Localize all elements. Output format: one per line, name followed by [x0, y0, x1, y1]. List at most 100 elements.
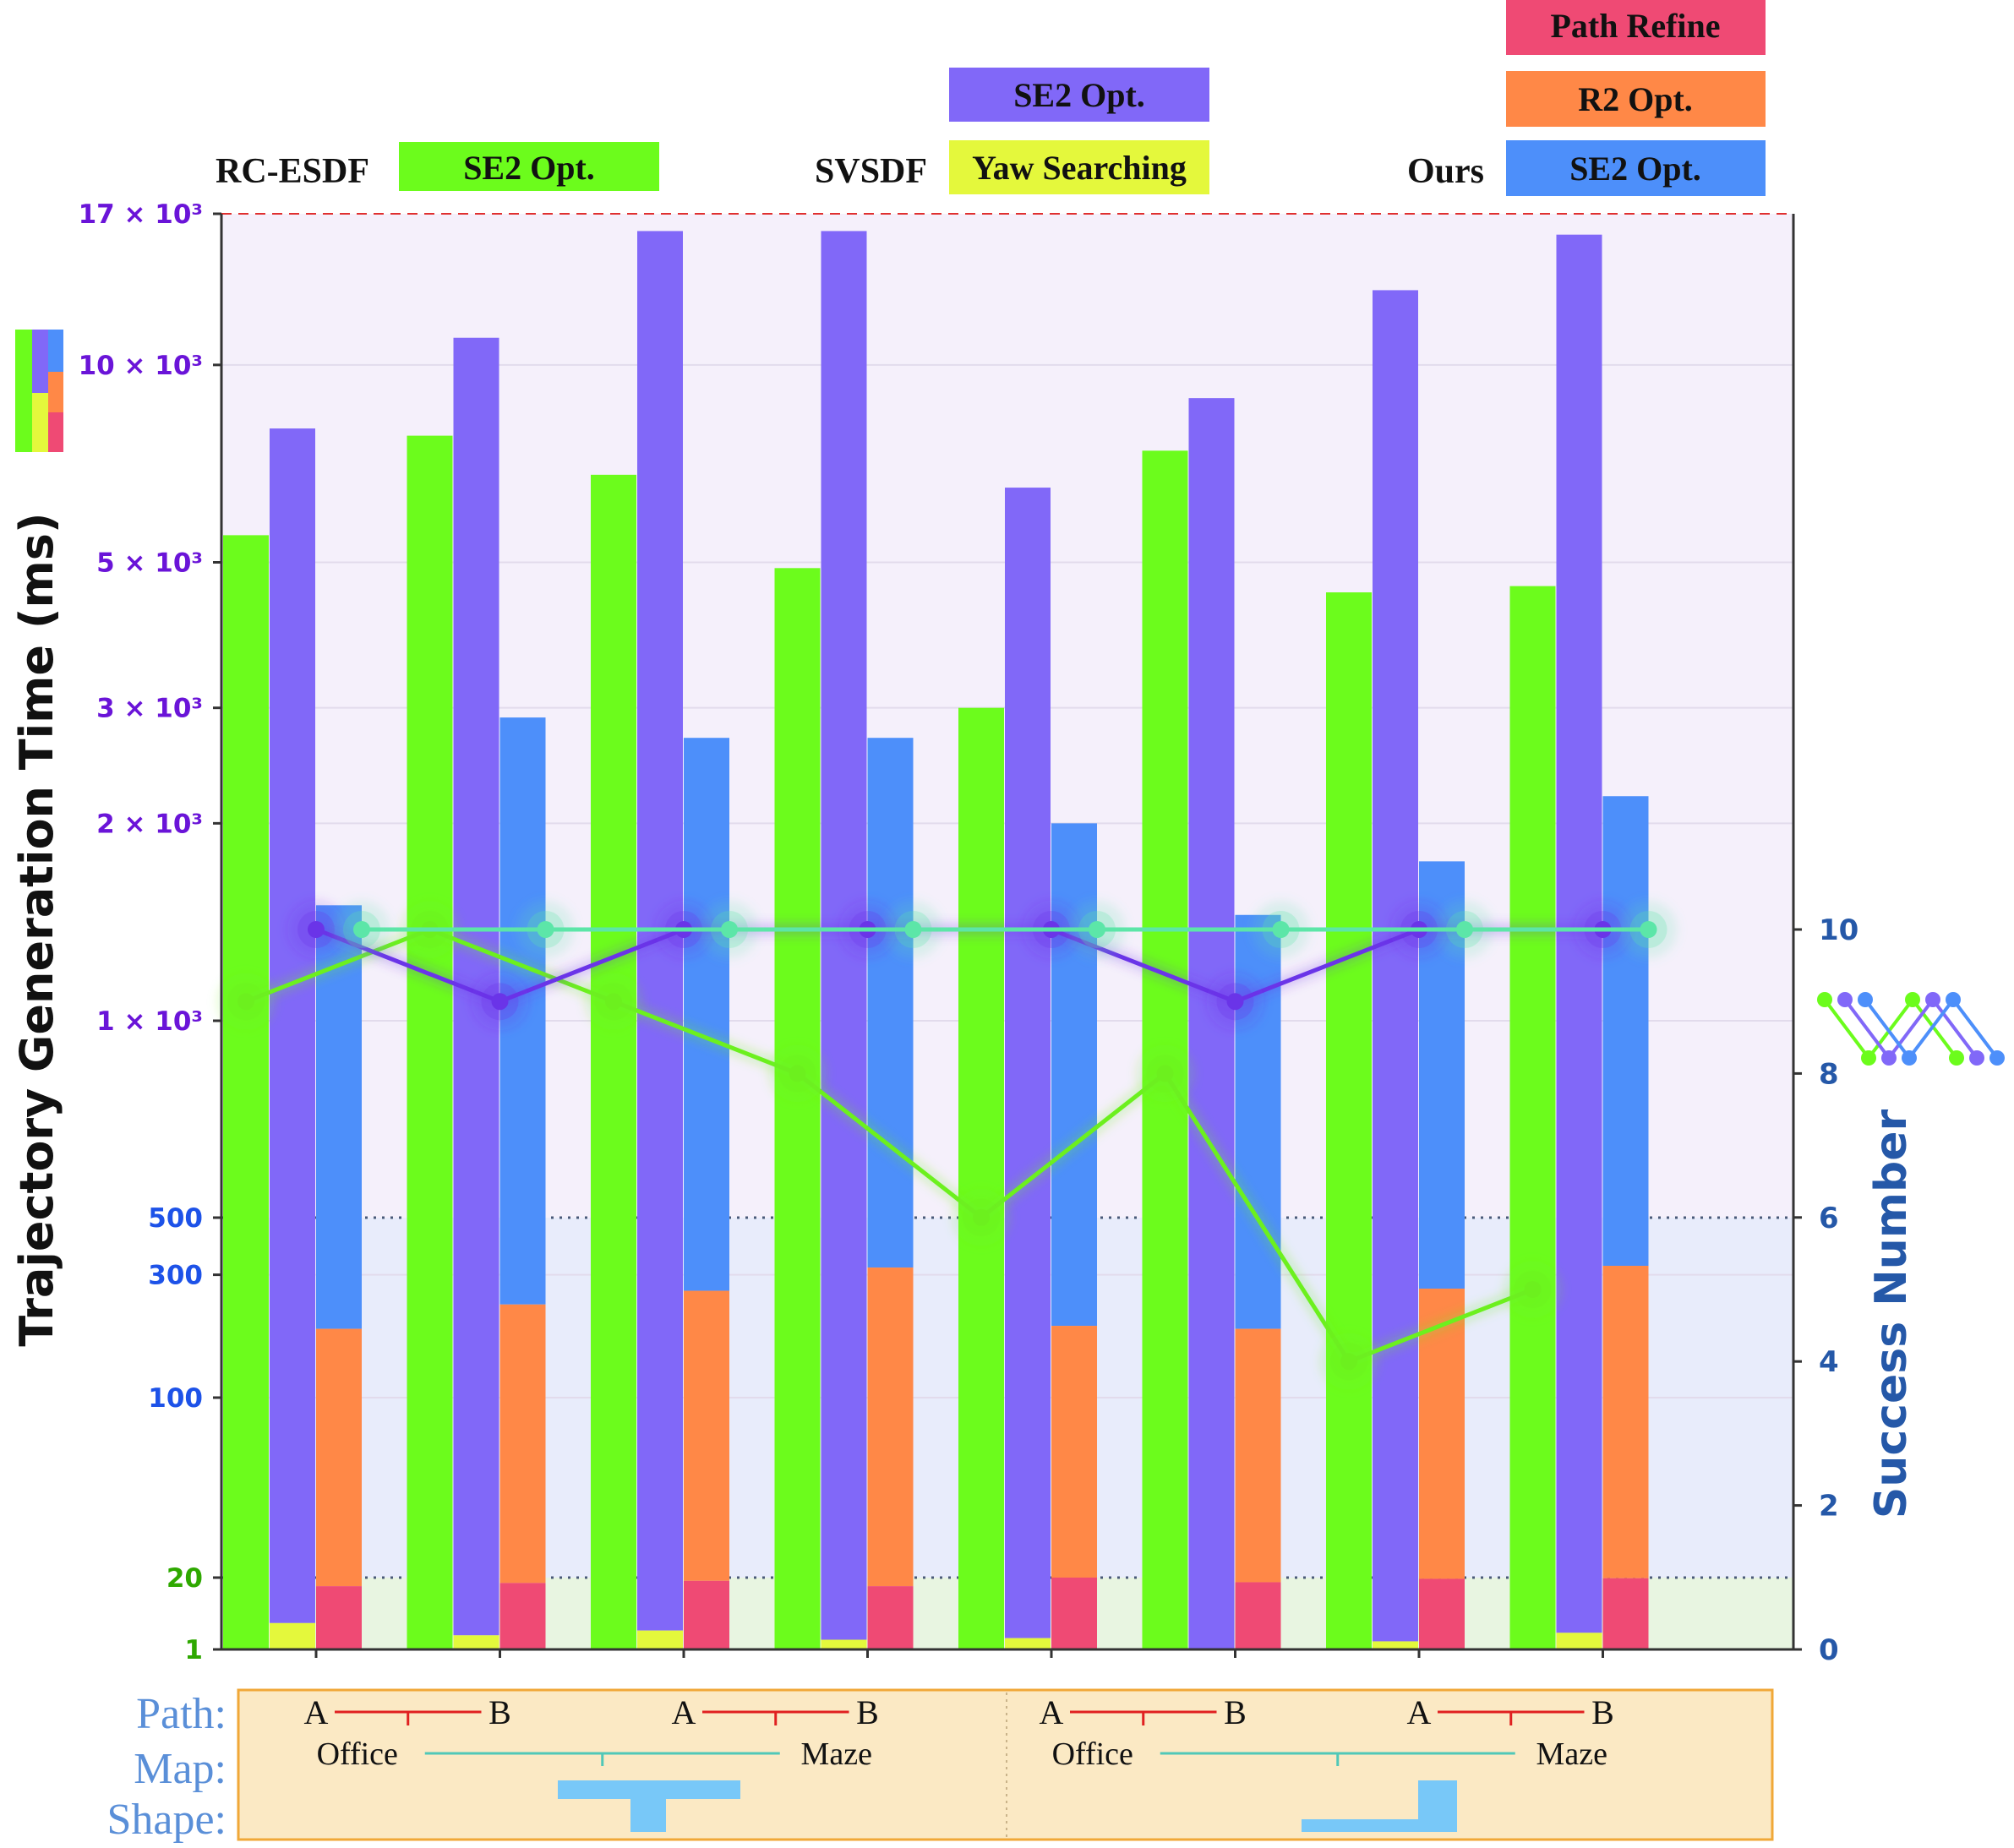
legend-strip-svsdf-yaw [32, 393, 48, 452]
map-label-office: Office [1052, 1736, 1133, 1772]
success-point-svsdf [308, 921, 325, 938]
success-point-rcesdf [973, 1208, 990, 1226]
bar-svsdf-se2 [1005, 488, 1051, 1638]
bar-rcesdf-se2 [1326, 592, 1372, 1649]
success-point-ours [1456, 921, 1473, 938]
success-point-ours [537, 921, 554, 938]
legend-label-svsdf-se2: SE2 Opt. [1013, 76, 1145, 114]
bar-svsdf-yaw [453, 1635, 499, 1649]
legend-label-svsdf-yaw: Yaw Searching [972, 149, 1187, 187]
robot-shape-l [1302, 1780, 1457, 1832]
bar-svsdf-yaw [1373, 1641, 1418, 1649]
y2-tick-label: 8 [1819, 1057, 1839, 1091]
tick-labels: 17 × 10³ 10 × 10³ 5 × 10³ 3 × 10³ 2 × 10³ 1 ×… [10, 199, 2005, 1667]
legend-zigzag-point [1858, 992, 1873, 1007]
legend-zigzag-point [1989, 1050, 2005, 1066]
legend-title-ours: Ours [1407, 152, 1484, 191]
bar-rcesdf-se2 [223, 535, 269, 1650]
bar-ours-se2 [1051, 823, 1097, 1327]
y-tick-label: 17 × 10³ [79, 199, 203, 230]
bar-ours-path [1602, 1578, 1649, 1649]
bar-ours-r2 [1602, 1266, 1649, 1578]
y-axis-title: Trajectory Generation Time (ms) [10, 512, 63, 1346]
success-point-svsdf [491, 993, 509, 1011]
y2-tick-label: 4 [1819, 1345, 1839, 1379]
legend-zigzag-point [1905, 992, 1920, 1007]
bar-ours-r2 [1051, 1326, 1097, 1578]
y-tick-label: 300 [148, 1261, 203, 1291]
bar-ours-path [1419, 1578, 1465, 1649]
bar-ours-path [867, 1586, 914, 1649]
legend-zigzag-point [1949, 1050, 1964, 1066]
bar-marks [223, 231, 1649, 1650]
y2-tick-label: 10 [1819, 913, 1858, 947]
y2-tick-label: 2 [1819, 1490, 1839, 1524]
bar-svsdf-yaw [270, 1622, 315, 1649]
annotation-box [237, 1688, 1774, 1841]
legend-label-ours-se2: SE2 Opt. [1569, 150, 1701, 188]
bar-ours-path [1051, 1578, 1097, 1649]
path-label-a: A [1407, 1693, 1432, 1731]
success-point-ours [1089, 921, 1105, 938]
y-tick-label: 100 [148, 1383, 203, 1414]
bar-ours-r2 [316, 1328, 362, 1587]
bar-ours-path [499, 1583, 546, 1649]
legend-strip-svsdf-se2 [32, 330, 48, 393]
bar-ours-se2 [867, 738, 914, 1268]
success-point-rcesdf [789, 1065, 806, 1082]
bar-ours-r2 [1235, 1328, 1281, 1583]
bar-ours-se2 [1602, 796, 1649, 1267]
path-label-b: B [488, 1693, 511, 1731]
map-label-office: Office [317, 1736, 398, 1772]
success-point-ours [904, 921, 922, 938]
bar-ours-r2 [499, 1304, 546, 1584]
axes [213, 212, 1802, 1658]
success-point-rcesdf [237, 993, 254, 1011]
bar-ours-path [1235, 1582, 1281, 1649]
y-tick-label: 500 [148, 1203, 203, 1234]
legend-zigzag-point [1902, 1050, 1917, 1066]
bar-ours-se2 [684, 738, 729, 1291]
success-point-rcesdf [1156, 1065, 1174, 1082]
y-tick-label: 2 × 10³ [96, 809, 203, 839]
legend-zigzag-point [1925, 992, 1940, 1007]
y2-tick-label: 6 [1819, 1202, 1839, 1235]
legend-label-ours-r2: R2 Opt. [1578, 80, 1693, 118]
bar-svsdf-se2 [270, 428, 315, 1623]
legend-title-rcesdf: RC-ESDF [216, 152, 369, 191]
bar-ours-path [684, 1580, 729, 1649]
bar-svsdf-yaw [1556, 1633, 1602, 1649]
bar-rcesdf-se2 [774, 568, 821, 1650]
y2-tick-label: 0 [1819, 1633, 1839, 1667]
bar-svsdf-yaw [821, 1639, 867, 1649]
bar-svsdf-se2 [1373, 290, 1418, 1642]
legend-zigzag-point [1969, 1050, 1984, 1066]
legend-box-rcesdf-se2 [399, 142, 659, 191]
legend-zigzag-line [1823, 996, 1958, 1061]
success-point-rcesdf [1340, 1353, 1357, 1371]
bar-rcesdf-se2 [591, 474, 636, 1649]
y2-axis-title: Success Number [1866, 1109, 1917, 1519]
success-point-ours [353, 921, 370, 938]
success-point-rcesdf [1524, 1281, 1542, 1298]
success-lines [217, 901, 1678, 1391]
path-label-a: A [304, 1693, 329, 1731]
y-tick-label: 1 × 10³ [96, 1006, 203, 1037]
row-label-shape: Shape: [106, 1796, 227, 1844]
legend-zigzag-line [1864, 996, 1999, 1061]
row-label-path: Path: [136, 1690, 227, 1738]
legend-zigzag-point [1881, 1050, 1897, 1066]
y-tick-label: 3 × 10³ [96, 694, 203, 724]
success-point-ours [1272, 921, 1290, 938]
legend-label-ours-path: Path Refine [1550, 7, 1720, 45]
y-tick-label: 1 [184, 1635, 203, 1665]
bar-rcesdf-se2 [958, 707, 1004, 1649]
bar-rcesdf-se2 [1509, 586, 1556, 1650]
legend-strip-ours-se2 [48, 330, 63, 372]
success-point-ours [721, 921, 738, 938]
legend-zigzag-point [1837, 992, 1853, 1007]
bar-ours-r2 [684, 1290, 729, 1581]
legend-zigzag-line [1843, 996, 1979, 1061]
legend-box-ours-path [1506, 0, 1766, 55]
map-label-maze: Maze [801, 1736, 872, 1772]
